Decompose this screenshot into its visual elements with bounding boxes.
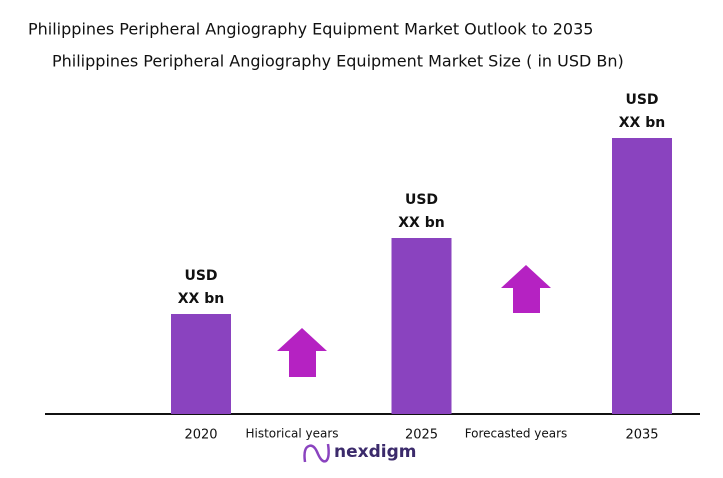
- brand-logo: [303, 443, 330, 463]
- value-label: USD: [625, 92, 658, 108]
- x-tick-label: 2020: [184, 428, 217, 443]
- value-label: XX bn: [398, 215, 444, 231]
- period-label: Forecasted years: [465, 427, 568, 441]
- value-label: XX bn: [619, 115, 665, 131]
- chart-title: Philippines Peripheral Angiography Equip…: [28, 20, 593, 39]
- value-label: USD: [405, 192, 438, 208]
- period-label: Historical years: [245, 427, 338, 441]
- bar: [612, 138, 672, 414]
- chart-subtitle: Philippines Peripheral Angiography Equip…: [52, 52, 624, 71]
- value-label: XX bn: [178, 291, 224, 307]
- brand-name: nexdigm: [334, 442, 416, 462]
- growth-arrow: [501, 265, 551, 313]
- value-label: USD: [184, 268, 217, 284]
- x-tick-label: 2025: [405, 428, 438, 443]
- bar: [391, 238, 452, 414]
- growth-arrow: [277, 328, 327, 377]
- x-tick-label: 2035: [625, 428, 658, 443]
- bar: [171, 314, 231, 414]
